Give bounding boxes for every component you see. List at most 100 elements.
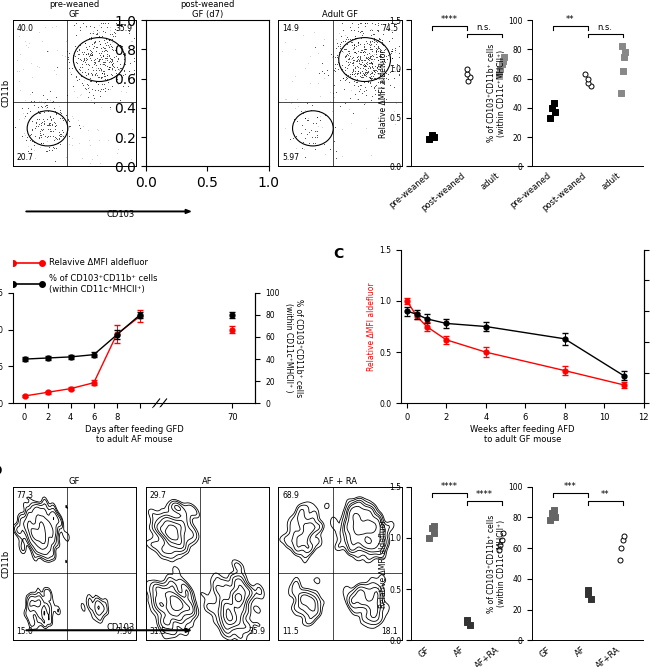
Point	[550, 107, 560, 117]
Point	[348, 66, 358, 77]
Point	[66, 69, 76, 79]
Point	[248, 61, 258, 72]
Point	[230, 67, 240, 78]
Point	[220, 20, 230, 31]
Point	[222, 87, 233, 97]
Point	[52, 62, 62, 73]
Point	[363, 66, 373, 77]
Point	[233, 41, 243, 52]
Point	[90, 36, 100, 47]
Text: ****: ****	[441, 15, 458, 25]
Text: 35.9: 35.9	[248, 627, 265, 636]
Point	[256, 46, 266, 57]
Point	[75, 61, 85, 72]
Point	[239, 45, 249, 55]
Point	[101, 45, 111, 55]
Point	[216, 55, 227, 65]
Point	[210, 73, 220, 84]
Point	[14, 76, 25, 87]
Point	[27, 115, 37, 126]
Point	[374, 34, 384, 45]
Point	[359, 39, 369, 49]
Point	[357, 88, 367, 99]
Point	[300, 105, 310, 115]
Point	[205, 53, 215, 64]
Point	[239, 55, 250, 66]
Point	[42, 102, 52, 113]
Point	[76, 88, 86, 99]
Point	[107, 43, 118, 54]
Point	[117, 45, 127, 55]
Point	[170, 103, 180, 114]
Point	[394, 64, 404, 75]
Point	[358, 47, 368, 57]
Point	[51, 107, 61, 118]
Point	[361, 89, 371, 100]
Point	[241, 36, 252, 47]
Point	[150, 151, 161, 162]
Point	[161, 105, 172, 115]
Point	[386, 43, 396, 54]
Point	[384, 35, 395, 46]
Point	[357, 69, 367, 80]
Point	[239, 34, 250, 45]
Point	[84, 21, 95, 32]
Point	[372, 43, 382, 54]
Point	[96, 64, 106, 75]
Point	[100, 59, 110, 70]
Point	[210, 67, 220, 78]
Point	[549, 98, 560, 109]
Point	[350, 65, 360, 76]
Point	[255, 52, 266, 63]
Point	[220, 98, 230, 109]
Point	[27, 135, 37, 146]
Point	[100, 56, 110, 67]
Point	[57, 129, 68, 140]
Point	[174, 111, 185, 121]
Point	[188, 115, 199, 125]
Point	[344, 48, 354, 59]
Point	[238, 51, 248, 62]
Point	[352, 25, 363, 36]
Point	[205, 29, 216, 40]
Point	[85, 27, 96, 38]
Point	[203, 51, 213, 62]
Point	[347, 64, 358, 75]
Point	[23, 102, 34, 113]
Point	[391, 65, 402, 76]
Point	[99, 79, 109, 89]
Point	[22, 131, 32, 142]
Point	[104, 51, 114, 61]
Y-axis label: CD11b: CD11b	[1, 550, 10, 578]
Point	[211, 97, 221, 107]
Point	[372, 37, 382, 47]
Point	[196, 115, 206, 125]
Point	[178, 63, 188, 74]
Point	[223, 73, 233, 84]
Point	[36, 137, 46, 148]
Point	[367, 57, 377, 68]
Point	[224, 147, 235, 158]
Point	[247, 86, 257, 97]
Point	[240, 87, 250, 98]
Point	[227, 55, 238, 65]
Point	[92, 150, 102, 161]
Point	[68, 81, 79, 91]
Point	[235, 44, 245, 55]
Point	[242, 53, 253, 63]
Point	[338, 73, 348, 83]
Point	[348, 25, 359, 36]
Point	[60, 51, 71, 61]
Point	[101, 39, 112, 50]
Point	[348, 107, 359, 118]
Point	[499, 52, 509, 63]
Point	[114, 62, 125, 73]
Point	[246, 54, 257, 65]
Point	[311, 125, 322, 136]
Point	[223, 27, 233, 37]
Point	[236, 41, 246, 51]
Text: 14.9: 14.9	[282, 25, 299, 33]
Point	[45, 110, 55, 121]
Point	[57, 125, 67, 135]
Point	[388, 61, 398, 72]
